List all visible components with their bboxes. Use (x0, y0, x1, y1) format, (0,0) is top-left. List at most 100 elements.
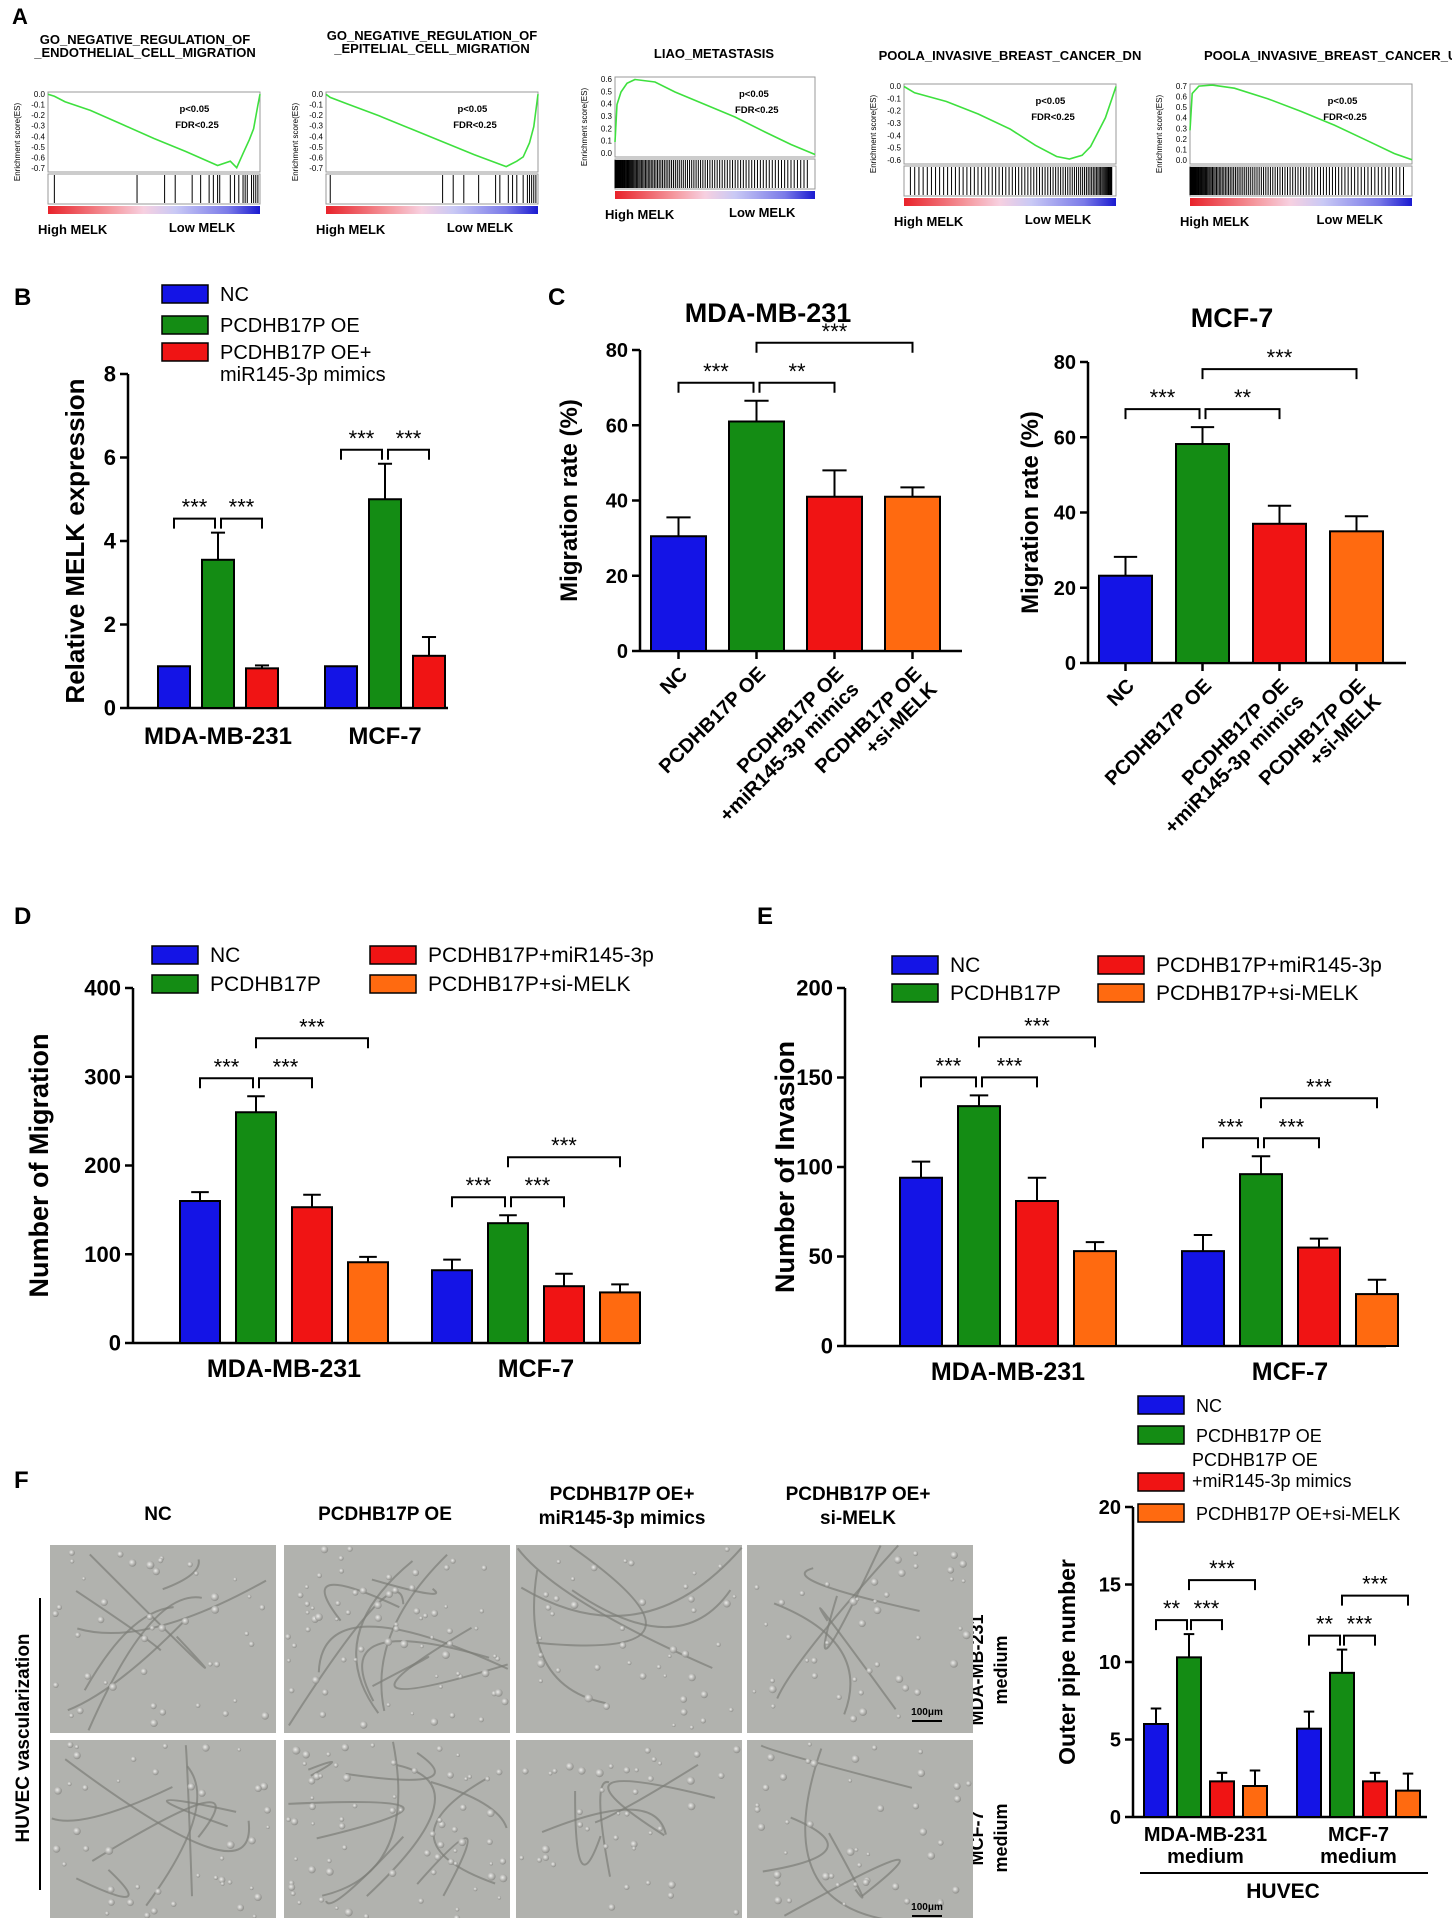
micrograph-background (516, 1545, 742, 1733)
cell (783, 1850, 788, 1855)
cell (316, 1572, 322, 1579)
legend-si-melk: PCDHB17P+si-MELK (428, 973, 630, 996)
legend-swatch (161, 284, 209, 304)
cell (430, 1635, 435, 1640)
vessel-strand (288, 1591, 405, 1726)
cell (152, 1567, 160, 1576)
cell (453, 1848, 458, 1853)
bar-0-3 (347, 1261, 389, 1345)
y-axis-title: Outer pipe number (1054, 1559, 1080, 1765)
gsea-ytick: -0.2 (887, 107, 901, 116)
x-category-label: MDA-MB-231 (144, 723, 292, 750)
cell (338, 1568, 345, 1574)
cell (56, 1604, 62, 1611)
gsea-title: POOLA_INVASIVE_BREAST_CANCER_DN (879, 48, 1142, 63)
gsea-ytick: -0.5 (31, 143, 45, 152)
cell (196, 1873, 201, 1878)
cell (107, 1898, 115, 1906)
x-category-label: MCF-7 medium (1320, 1824, 1397, 1868)
significance-stars: *** (525, 1173, 551, 1198)
cell (308, 1865, 316, 1874)
cell (370, 1743, 375, 1748)
panel-label-b: B (14, 284, 31, 311)
bar-0-2 (1209, 1780, 1235, 1818)
y-tick-label: 0 (104, 696, 116, 721)
cell (446, 1771, 454, 1779)
cell (347, 1546, 353, 1552)
cell (824, 1581, 830, 1587)
cell (545, 1604, 552, 1611)
cell (82, 1784, 89, 1791)
micrograph-image: 100μm (747, 1740, 973, 1918)
bar-1-0 (1296, 1727, 1322, 1819)
significance-stars: *** (1024, 1013, 1050, 1038)
cell (385, 1574, 392, 1581)
cell (422, 1613, 428, 1619)
cell (170, 1901, 177, 1907)
cell (778, 1599, 785, 1606)
legend-swatch (1137, 1472, 1185, 1492)
significance-stars: *** (1347, 1612, 1373, 1637)
significance-stars: *** (936, 1053, 962, 1078)
cell (140, 1668, 148, 1675)
cell (895, 1675, 904, 1683)
cell (825, 1640, 830, 1646)
gsea-fdr: FDR<0.25 (453, 120, 497, 131)
vessel-strand (803, 1567, 920, 1612)
cell (248, 1641, 255, 1647)
cell (130, 1756, 137, 1762)
cell (959, 1560, 967, 1568)
gsea-es-curve (903, 85, 1117, 160)
gsea-ytick: 0.0 (1176, 156, 1188, 165)
cell (623, 1558, 628, 1564)
cell (733, 1909, 740, 1916)
gsea-ylabel: Enrichment score(ES) (13, 103, 22, 182)
cell (613, 1835, 619, 1841)
cell (341, 1743, 349, 1752)
vessel-strand (599, 1781, 611, 1877)
vessel-strand (77, 1579, 267, 1634)
cell (657, 1761, 663, 1766)
cell (492, 1654, 497, 1659)
cell (919, 1827, 927, 1836)
cell (603, 1843, 609, 1850)
cell (353, 1657, 358, 1662)
cell (724, 1546, 730, 1552)
cell (67, 1741, 74, 1749)
gsea-ytick: -0.4 (31, 132, 45, 141)
micrograph-row-label: MCF-7 medium (967, 1803, 1011, 1872)
y-tick-label: 20 (1099, 1497, 1121, 1519)
legend-mir145: PCDHB17P+miR145-3p (1156, 954, 1382, 977)
gsea-ytick: 0.1 (601, 137, 613, 146)
legend-swatch (161, 342, 209, 362)
bar-0-2 (1015, 1200, 1059, 1348)
cell (576, 1808, 583, 1816)
vessel-strand (323, 1583, 400, 1622)
cell (810, 1759, 818, 1768)
significance-stars: *** (214, 1054, 240, 1079)
cell (854, 1847, 859, 1852)
gsea-plot: GO_NEGATIVE_REGULATION_OF _EPITELIAL_CELL… (291, 28, 539, 237)
cell (584, 1694, 593, 1703)
cell (459, 1804, 467, 1811)
cell (451, 1826, 458, 1833)
cell (68, 1549, 75, 1556)
vessel-strand (162, 1559, 200, 1591)
gsea-rank-bar (904, 198, 1116, 206)
y-axis-title: Migration rate (%) (556, 399, 583, 602)
gsea-es-curve (614, 78, 816, 156)
cell (953, 1795, 962, 1803)
cell (260, 1782, 268, 1791)
bar-1 (728, 420, 785, 652)
micrograph-image (516, 1544, 743, 1733)
cell (548, 1771, 553, 1776)
bracket-nc-oe (173, 517, 216, 529)
legend-swatch (1097, 983, 1145, 1003)
gsea-high-label: High MELK (1180, 214, 1250, 229)
cell (252, 1914, 257, 1918)
cell (162, 1743, 168, 1749)
cell (213, 1661, 220, 1668)
cell (616, 1811, 621, 1816)
cell (631, 1846, 637, 1851)
